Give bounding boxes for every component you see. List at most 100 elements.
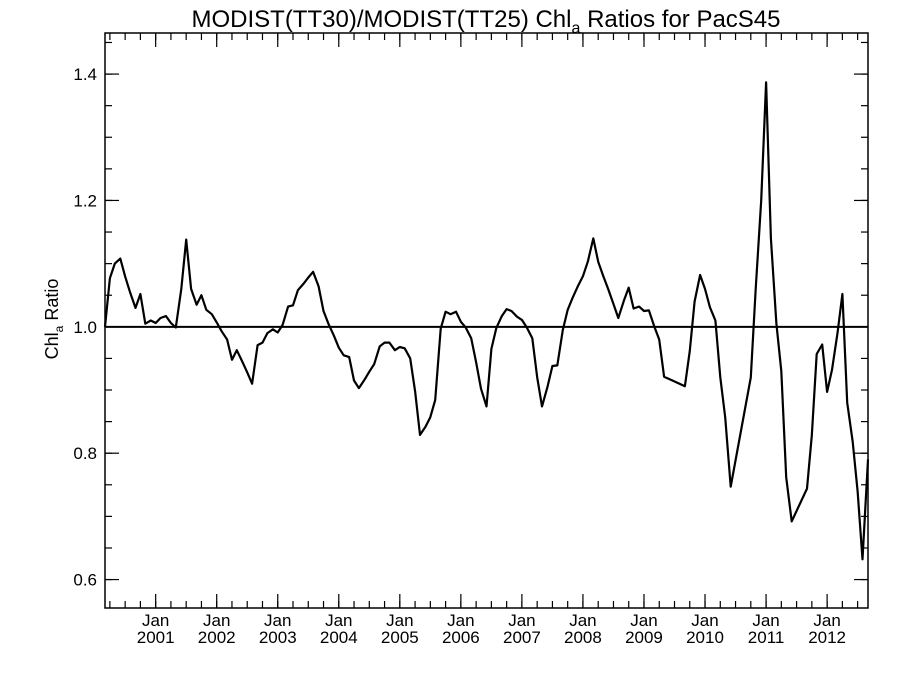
data-point — [633, 307, 635, 310]
x-tick-label-month: Jan — [569, 611, 596, 630]
data-point — [155, 322, 157, 324]
data-point — [841, 293, 844, 295]
data-point — [806, 488, 808, 490]
data-point — [414, 390, 416, 392]
x-tick-label-year: 2006 — [442, 628, 480, 647]
x-tick-label-month: Jan — [203, 611, 230, 630]
data-point — [388, 342, 390, 344]
data-point — [159, 317, 162, 319]
y-axis-label-subscript: a — [52, 325, 66, 332]
data-point — [404, 347, 406, 349]
data-point — [419, 434, 421, 436]
x-tick-label-year: 2007 — [503, 628, 541, 647]
data-point — [531, 337, 533, 339]
data-point — [704, 288, 706, 290]
data-point — [663, 376, 665, 378]
data-point — [867, 458, 869, 461]
data-point — [175, 326, 177, 329]
data-point — [333, 335, 335, 337]
data-point — [231, 359, 233, 361]
y-axis-label-rest: Ratio — [42, 279, 62, 326]
data-point — [623, 300, 625, 302]
data-point — [730, 486, 732, 488]
x-tick-label-month: Jan — [264, 611, 291, 630]
data-point — [684, 385, 686, 387]
data-point — [327, 323, 329, 325]
y-tick-label: 0.8 — [73, 444, 97, 463]
data-point — [831, 369, 833, 371]
data-point — [608, 289, 610, 291]
data-point — [455, 311, 457, 313]
data-point — [251, 383, 253, 385]
x-tick-label-month: Jan — [508, 611, 535, 630]
data-point — [363, 379, 365, 381]
data-point — [648, 309, 650, 311]
data-point — [373, 363, 375, 365]
series-group — [103, 81, 870, 561]
y-axis-label: Chla Ratio — [42, 279, 66, 360]
data-point — [597, 261, 599, 263]
data-point — [424, 426, 427, 428]
data-point — [755, 288, 757, 290]
data-point — [144, 323, 146, 325]
data-point — [384, 342, 386, 344]
data-point — [353, 379, 355, 382]
x-tick-label-year: 2003 — [259, 628, 297, 647]
data-point — [266, 332, 268, 334]
data-point — [343, 354, 345, 356]
data-point — [307, 276, 309, 279]
data-point — [638, 306, 640, 308]
data-point — [470, 337, 472, 339]
chart-title-rest: Ratios for PacS45 — [580, 6, 780, 33]
data-point — [857, 490, 859, 492]
data-point — [465, 326, 467, 329]
x-tick-label-year: 2010 — [686, 628, 724, 647]
data-point — [246, 371, 248, 373]
data-point — [852, 441, 854, 443]
data-point — [109, 277, 111, 279]
x-tick-label-month: Jan — [813, 611, 840, 630]
data-point — [348, 356, 350, 358]
y-tick-label: 0.6 — [73, 571, 97, 590]
data-point — [816, 353, 818, 355]
data-point — [129, 291, 131, 293]
y-tick-label: 1.4 — [73, 65, 97, 84]
data-point — [379, 345, 381, 347]
data-point — [617, 317, 619, 319]
data-point — [791, 520, 793, 523]
data-point — [185, 239, 187, 241]
data-point — [765, 81, 767, 83]
data-point — [714, 319, 717, 322]
data-point — [475, 361, 477, 363]
data-point — [338, 347, 340, 349]
data-point — [760, 199, 762, 201]
data-point — [434, 399, 436, 401]
data-point — [506, 308, 508, 310]
data-point — [516, 316, 518, 318]
data-point — [211, 313, 213, 315]
data-point — [119, 258, 121, 260]
data-point — [602, 275, 604, 277]
y-tick-label: 1.0 — [73, 318, 97, 337]
data-point — [826, 391, 828, 393]
data-point — [582, 275, 584, 277]
x-tick-label-year: 2009 — [625, 628, 663, 647]
x-tick-label-month: Jan — [325, 611, 352, 630]
data-point — [368, 371, 370, 373]
x-tick-label-year: 2005 — [381, 628, 419, 647]
series-line — [103, 81, 870, 561]
data-point — [653, 326, 656, 328]
data-point — [643, 310, 645, 312]
data-point — [460, 321, 462, 323]
data-point — [780, 370, 782, 372]
data-point — [440, 328, 442, 330]
data-point — [750, 376, 752, 378]
x-tick-label-year: 2002 — [198, 628, 236, 647]
y-tick-label: 1.2 — [73, 191, 97, 210]
data-point — [562, 329, 564, 331]
data-point — [150, 319, 152, 322]
data-point — [546, 386, 549, 388]
data-point — [719, 376, 721, 378]
